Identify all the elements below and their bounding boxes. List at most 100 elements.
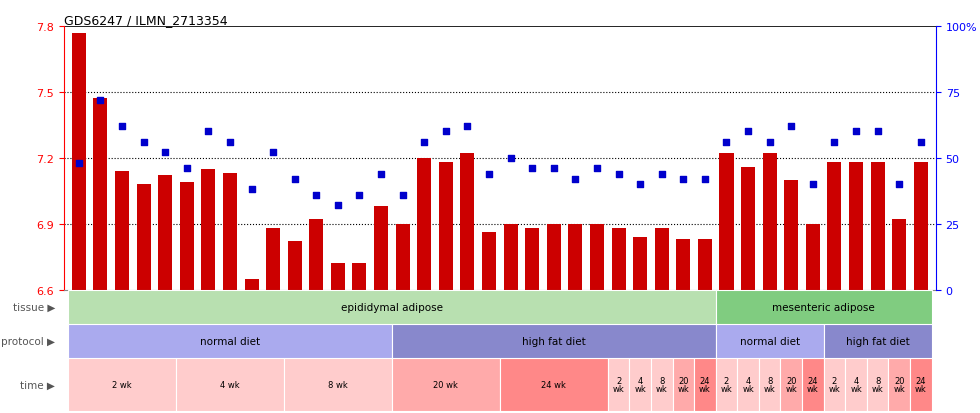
Text: protocol ▶: protocol ▶ bbox=[1, 336, 55, 346]
Text: 4
wk: 4 wk bbox=[742, 376, 754, 393]
Bar bbox=[547, 224, 561, 290]
Point bbox=[524, 166, 540, 172]
Point bbox=[848, 129, 863, 135]
Bar bbox=[353, 263, 367, 290]
Text: high fat diet: high fat diet bbox=[522, 336, 586, 346]
Bar bbox=[823, 358, 845, 411]
Point bbox=[460, 123, 475, 130]
Text: 8
wk: 8 wk bbox=[763, 376, 775, 393]
Bar bbox=[762, 154, 777, 290]
Bar bbox=[737, 358, 759, 411]
Bar bbox=[417, 158, 431, 290]
Point bbox=[201, 129, 217, 135]
Point bbox=[913, 139, 929, 146]
Bar bbox=[244, 279, 259, 290]
Point bbox=[611, 171, 626, 178]
Point bbox=[654, 171, 669, 178]
Text: GDS6247 / ILMN_2713354: GDS6247 / ILMN_2713354 bbox=[64, 14, 227, 27]
Bar bbox=[176, 358, 284, 411]
Bar bbox=[870, 163, 885, 290]
Bar bbox=[651, 358, 672, 411]
Bar bbox=[910, 358, 932, 411]
Bar bbox=[694, 358, 715, 411]
Bar bbox=[179, 183, 194, 290]
Point bbox=[675, 176, 691, 183]
Point bbox=[546, 166, 562, 172]
Text: mesenteric adipose: mesenteric adipose bbox=[772, 302, 875, 312]
Point bbox=[222, 139, 238, 146]
Text: time ▶: time ▶ bbox=[21, 380, 55, 389]
Point bbox=[870, 129, 886, 135]
Point bbox=[783, 123, 799, 130]
Point bbox=[740, 129, 756, 135]
Text: 20
wk: 20 wk bbox=[785, 376, 797, 393]
Text: 4
wk: 4 wk bbox=[634, 376, 646, 393]
Bar bbox=[719, 154, 733, 290]
Text: normal diet: normal diet bbox=[740, 336, 800, 346]
Bar bbox=[759, 358, 780, 411]
Bar bbox=[715, 358, 737, 411]
Text: 2 wk: 2 wk bbox=[112, 380, 131, 389]
Bar bbox=[72, 33, 86, 290]
Bar bbox=[500, 358, 608, 411]
Text: 4 wk: 4 wk bbox=[220, 380, 240, 389]
Text: 8
wk: 8 wk bbox=[656, 376, 667, 393]
Bar bbox=[590, 224, 604, 290]
Bar bbox=[461, 154, 474, 290]
Point bbox=[158, 150, 173, 157]
Text: 2
wk: 2 wk bbox=[612, 376, 624, 393]
Point bbox=[114, 123, 129, 130]
Bar bbox=[715, 324, 823, 358]
Point bbox=[71, 160, 86, 167]
Point bbox=[179, 166, 195, 172]
Text: 20 wk: 20 wk bbox=[433, 380, 459, 389]
Bar bbox=[715, 290, 932, 324]
Bar bbox=[482, 233, 496, 290]
Bar bbox=[158, 176, 172, 290]
Bar bbox=[802, 358, 823, 411]
Bar bbox=[288, 242, 302, 290]
Bar bbox=[68, 324, 392, 358]
Point bbox=[481, 171, 497, 178]
Text: 2
wk: 2 wk bbox=[828, 376, 840, 393]
Bar bbox=[655, 228, 668, 290]
Point bbox=[395, 192, 411, 199]
Bar bbox=[672, 358, 694, 411]
Text: 24
wk: 24 wk bbox=[915, 376, 927, 393]
Point bbox=[567, 176, 583, 183]
Bar bbox=[827, 163, 842, 290]
Point bbox=[805, 181, 820, 188]
Point bbox=[352, 192, 368, 199]
Bar bbox=[68, 290, 715, 324]
Point bbox=[92, 97, 108, 104]
Bar bbox=[780, 358, 802, 411]
Point bbox=[309, 192, 324, 199]
Text: 4
wk: 4 wk bbox=[850, 376, 861, 393]
Point bbox=[761, 139, 777, 146]
Bar bbox=[222, 174, 237, 290]
Bar bbox=[823, 324, 932, 358]
Bar bbox=[676, 240, 690, 290]
Bar bbox=[612, 228, 625, 290]
Bar bbox=[392, 358, 500, 411]
Point bbox=[632, 181, 648, 188]
Bar bbox=[68, 358, 176, 411]
Bar bbox=[633, 237, 647, 290]
Point bbox=[892, 181, 907, 188]
Bar bbox=[892, 220, 907, 290]
Point bbox=[826, 139, 842, 146]
Bar bbox=[741, 167, 756, 290]
Bar bbox=[608, 358, 629, 411]
Bar bbox=[331, 263, 345, 290]
Bar bbox=[784, 180, 799, 290]
Bar bbox=[396, 224, 410, 290]
Bar bbox=[392, 324, 715, 358]
Text: tissue ▶: tissue ▶ bbox=[13, 302, 55, 312]
Text: 2
wk: 2 wk bbox=[720, 376, 732, 393]
Point bbox=[697, 176, 712, 183]
Text: 24
wk: 24 wk bbox=[807, 376, 818, 393]
Bar bbox=[889, 358, 910, 411]
Text: 24 wk: 24 wk bbox=[541, 380, 566, 389]
Point bbox=[589, 166, 605, 172]
Bar bbox=[284, 358, 392, 411]
